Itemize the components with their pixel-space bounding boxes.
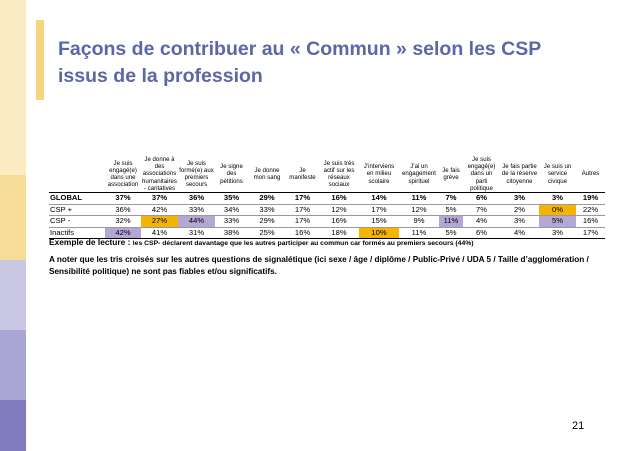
table-cell: 38% [215,227,248,239]
table-cell: 17% [286,204,319,216]
table-cell: 5% [439,227,463,239]
table-cell: 17% [286,192,319,205]
table-cell: 11% [399,227,439,239]
highlighted-cell: 42% [105,227,141,239]
highlighted-cell: 10% [359,227,399,239]
side-band-1 [0,0,26,175]
header-cell: Je suis engagé(e) dans un parti politiqu… [467,156,496,192]
header-cell: Je fais partie de la réserve citoyenne [501,163,538,185]
row-label: CSP - [49,215,105,228]
table-cell: 41% [141,227,178,239]
header-cell: Je fais grève [442,166,460,181]
table-cell: 3% [500,192,539,205]
table-cell: 33% [248,204,286,216]
table-cell: 12% [319,204,359,216]
table-header-row: Je suis engagé(e) dans une association J… [49,156,605,193]
table-cell: 35% [215,192,248,205]
methodology-note: A noter que les tris croisés sur les aut… [49,255,589,276]
side-band-5 [0,400,26,451]
row-label: GLOBAL [49,192,105,205]
header-cell: Je signe des pétitions [220,163,243,185]
table-cell: 6% [463,192,500,205]
table-cell: 4% [463,215,500,228]
table-cell: 37% [141,192,178,205]
table-cell: 16% [576,215,605,228]
header-cell: Je suis formé(e) aux premiers secours [179,159,214,189]
table-cell: 16% [319,215,359,228]
title-accent-bar [36,20,44,100]
table-cell: 33% [178,204,215,216]
table-row: CSP - 32% 27% 44% 33% 29% 17% 16% 15% 9%… [49,215,605,228]
results-table: Je suis engagé(e) dans une association J… [49,156,605,239]
table-cell: 3% [500,215,539,228]
table-cell: 7% [439,192,463,205]
table-cell: 15% [359,215,399,228]
table-cell: 29% [248,215,286,228]
row-label: Inactifs [49,227,105,239]
table-cell: 18% [319,227,359,239]
table-cell: 17% [286,215,319,228]
table-cell: 16% [286,227,319,239]
side-band-2 [0,175,26,260]
table-cell: 17% [359,204,399,216]
table-cell: 7% [463,204,500,216]
header-cell: J’ai un engagement spirituel [402,163,436,185]
highlighted-cell: 11% [439,215,463,228]
table-cell: 9% [399,215,439,228]
table-cell: 12% [399,204,439,216]
header-cell: J’interviens en milieu scolaire [363,163,395,185]
table-cell: 25% [248,227,286,239]
header-cell: Je donne mon sang [253,166,281,181]
table-cell: 4% [500,227,539,239]
header-cell [49,156,105,193]
table-cell: 36% [178,192,215,205]
table-row: Inactifs 42% 41% 31% 38% 25% 16% 18% 10%… [49,227,605,239]
table-cell: 36% [105,204,141,216]
table-cell: 11% [399,192,439,205]
header-cell: Je suis engagé(e) dans une association [107,159,139,189]
highlighted-cell: 27% [141,215,178,228]
table-cell: 34% [215,204,248,216]
table-cell: 16% [319,192,359,205]
table-cell: 42% [141,204,178,216]
header-cell: Je donne à des associations humanitaires… [142,156,177,192]
table-cell: 19% [576,192,605,205]
table-cell: 14% [359,192,399,205]
row-label: CSP + [49,204,105,216]
highlighted-cell: 5% [539,215,576,228]
table-cell: 33% [215,215,248,228]
header-cell: Je suis un service civique [543,163,572,185]
table-row: GLOBAL 37% 37% 36% 35% 29% 17% 16% 14% 1… [49,192,605,205]
table-cell: 6% [463,227,500,239]
table-row: CSP + 36% 42% 33% 34% 33% 17% 12% 17% 12… [49,204,605,216]
table-cell: 37% [105,192,141,205]
highlighted-cell: 0% [539,204,576,216]
table-cell: 32% [105,215,141,228]
table-cell: 17% [576,227,605,239]
reading-text: les CSP- déclarent davantage que les aut… [132,240,474,247]
reading-example: Exemple de lecture : les CSP- déclarent … [49,237,474,247]
table-cell: 29% [248,192,286,205]
side-band-3 [0,260,26,330]
table-cell: 22% [576,204,605,216]
header-cell: Autres [581,170,600,178]
reading-prefix: Exemple de lecture : [49,237,131,247]
table-cell: 2% [500,204,539,216]
header-cell: Je suis très actif sur les réseaux socia… [323,159,355,189]
table-cell: 31% [178,227,215,239]
side-band-4 [0,330,26,400]
results-table-container: Je suis engagé(e) dans une association J… [49,156,605,239]
page-number: 21 [572,420,585,432]
table-cell: 5% [439,204,463,216]
highlighted-cell: 44% [178,215,215,228]
slide-title: Façons de contribuer au « Commun » selon… [58,38,541,87]
header-cell: Je manifeste [289,166,316,181]
table-cell: 3% [539,227,576,239]
table-cell: 3% [539,192,576,205]
